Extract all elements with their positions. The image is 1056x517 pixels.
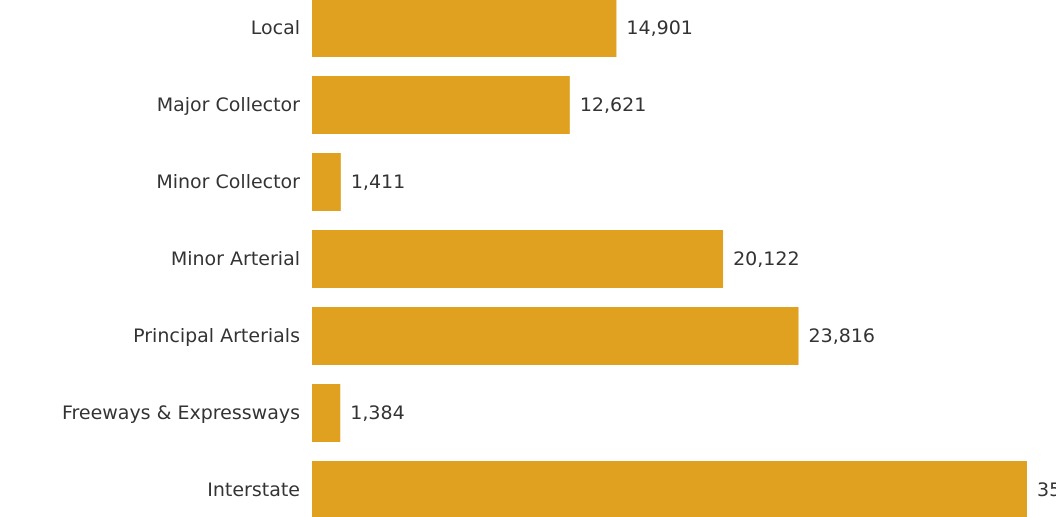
bar-4: [312, 307, 799, 365]
category-label-6: Interstate: [207, 479, 300, 501]
category-label-5: Freeways & Expressways: [62, 402, 300, 424]
value-label-3: 20,122: [733, 248, 799, 270]
value-label-6: 35: [1037, 479, 1056, 501]
bar-2: [312, 153, 341, 211]
value-label-0: 14,901: [626, 17, 692, 39]
bar-6: [312, 461, 1027, 517]
category-label-4: Principal Arterials: [133, 325, 300, 347]
bar-1: [312, 76, 570, 134]
value-label-2: 1,411: [351, 171, 405, 193]
value-label-5: 1,384: [350, 402, 404, 424]
category-label-0: Local: [251, 17, 300, 39]
category-label-1: Major Collector: [157, 94, 300, 116]
category-label-2: Minor Collector: [156, 171, 300, 193]
category-label-3: Minor Arterial: [171, 248, 300, 270]
value-label-1: 12,621: [580, 94, 646, 116]
bar-0: [312, 0, 617, 57]
value-label-4: 23,816: [809, 325, 875, 347]
bar-5: [312, 384, 341, 442]
bar-3: [312, 230, 724, 288]
